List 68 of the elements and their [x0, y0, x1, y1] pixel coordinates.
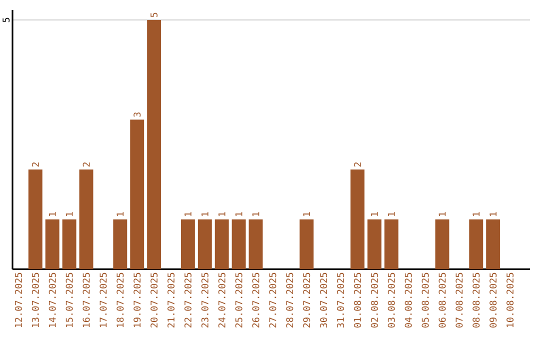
x-tick-label: 13.07.2025	[32, 272, 39, 328]
data-label: 1	[235, 212, 242, 216]
x-tick-label: 23.07.2025	[201, 272, 208, 328]
x-tick-label: 02.08.2025	[370, 272, 378, 328]
data-label: 1	[48, 212, 56, 216]
x-tick-label: 28.07.2025	[286, 272, 294, 328]
x-tick-label: 03.08.2025	[388, 272, 395, 328]
bar	[147, 20, 162, 270]
bar	[486, 219, 500, 270]
bar	[367, 219, 382, 270]
x-tick-label: 08.08.2025	[472, 272, 480, 328]
x-tick-label: 04.08.2025	[404, 272, 412, 328]
x-tick-label: 20.07.2025	[150, 272, 158, 328]
data-label: 2	[32, 162, 39, 167]
x-tick-label: 16.07.2025	[82, 272, 90, 328]
x-tick-label: 09.08.2025	[490, 272, 497, 328]
data-label: 1	[438, 212, 446, 216]
bar	[384, 219, 398, 270]
bar	[248, 219, 263, 270]
x-tick-label: 25.07.2025	[235, 272, 242, 328]
x-tick-label: 18.07.2025	[116, 272, 124, 328]
data-label: 1	[472, 212, 480, 216]
data-label: 1	[371, 212, 378, 216]
x-tick-label: 29.07.2025	[303, 272, 310, 328]
x-tick-label: 01.08.2025	[354, 272, 361, 328]
bar	[79, 170, 94, 270]
data-label: 1	[116, 212, 124, 216]
x-tick-label: 27.07.2025	[269, 272, 276, 328]
bar	[130, 120, 144, 270]
data-label: 1	[202, 212, 208, 216]
x-tick-label: 30.07.2025	[320, 272, 328, 328]
bar	[45, 219, 60, 270]
bar	[62, 219, 76, 270]
bar	[232, 219, 246, 270]
bar	[300, 219, 314, 270]
x-tick-label: 12.07.2025	[14, 272, 22, 328]
x-tick-label: 22.07.2025	[184, 272, 192, 328]
data-label: 1	[218, 212, 226, 216]
data-label: 1	[252, 212, 260, 216]
data-label: 1	[388, 212, 395, 216]
data-label: 3	[134, 112, 141, 117]
x-tick-label: 15.07.2025	[66, 272, 73, 328]
x-tick-label: 14.07.2025	[48, 272, 56, 328]
data-label: 5	[150, 12, 158, 18]
data-label: 1	[303, 212, 310, 216]
data-label: 1	[490, 212, 496, 216]
x-tick-label: 21.07.2025	[167, 272, 175, 328]
bar	[198, 219, 212, 270]
bar	[214, 219, 229, 270]
bar	[469, 219, 484, 270]
x-tick-label: 05.08.2025	[422, 272, 429, 328]
bar	[435, 219, 450, 270]
x-tick-label: 31.07.2025	[337, 272, 344, 328]
bar	[180, 219, 195, 270]
x-tick-label: 26.07.2025	[252, 272, 260, 328]
x-tick-label: 07.08.2025	[456, 272, 463, 328]
data-label: 1	[184, 212, 192, 216]
bar	[28, 170, 42, 270]
data-label: 2	[82, 162, 90, 167]
data-label: 1	[66, 212, 73, 216]
bar	[350, 170, 364, 270]
x-tick-label: 24.07.2025	[218, 272, 226, 328]
bar	[113, 219, 128, 270]
x-tick-label: 10.08.2025	[506, 272, 514, 328]
x-tick-label: 17.07.2025	[100, 272, 107, 328]
data-label: 2	[354, 162, 361, 167]
x-tick-label: 19.07.2025	[134, 272, 141, 328]
x-tick-label: 06.08.2025	[438, 272, 446, 328]
